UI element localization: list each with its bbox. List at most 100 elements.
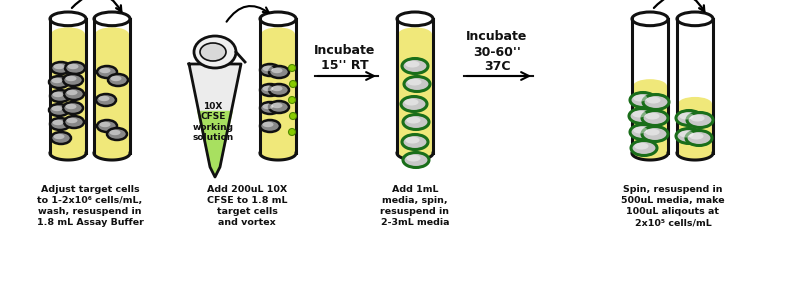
Polygon shape xyxy=(398,153,432,160)
Ellipse shape xyxy=(50,118,70,130)
Ellipse shape xyxy=(634,127,647,133)
Text: Spin, resuspend in
500uL media, make
100uL aliqouts at
2x10⁵ cells/mL: Spin, resuspend in 500uL media, make 100… xyxy=(621,185,725,227)
Ellipse shape xyxy=(397,12,433,26)
Ellipse shape xyxy=(108,74,128,86)
Ellipse shape xyxy=(289,96,295,103)
Ellipse shape xyxy=(404,77,430,92)
Ellipse shape xyxy=(96,94,116,106)
Ellipse shape xyxy=(50,90,70,102)
Ellipse shape xyxy=(403,115,429,130)
Ellipse shape xyxy=(406,61,419,67)
Ellipse shape xyxy=(97,120,117,132)
Ellipse shape xyxy=(51,27,85,41)
Ellipse shape xyxy=(66,90,78,95)
Ellipse shape xyxy=(262,86,274,91)
Ellipse shape xyxy=(51,132,71,144)
Ellipse shape xyxy=(200,43,226,61)
Ellipse shape xyxy=(99,122,110,127)
Ellipse shape xyxy=(678,97,712,111)
Ellipse shape xyxy=(643,95,669,109)
Ellipse shape xyxy=(404,99,418,105)
Bar xyxy=(95,34,129,153)
Ellipse shape xyxy=(632,111,646,118)
Ellipse shape xyxy=(679,131,694,137)
Polygon shape xyxy=(189,64,241,177)
Ellipse shape xyxy=(94,12,130,26)
Ellipse shape xyxy=(271,103,282,108)
Ellipse shape xyxy=(406,117,421,123)
Ellipse shape xyxy=(67,64,78,69)
Ellipse shape xyxy=(63,74,83,86)
Ellipse shape xyxy=(646,97,661,103)
Ellipse shape xyxy=(51,106,62,111)
Text: 10X
CFSE
working
solution: 10X CFSE working solution xyxy=(192,102,234,142)
Ellipse shape xyxy=(690,115,705,122)
Ellipse shape xyxy=(54,64,65,69)
Ellipse shape xyxy=(66,104,77,109)
Polygon shape xyxy=(678,153,712,160)
Ellipse shape xyxy=(53,120,63,125)
Ellipse shape xyxy=(99,68,110,73)
Ellipse shape xyxy=(290,81,297,88)
Ellipse shape xyxy=(110,76,122,81)
Text: Add 1mL
media, spin,
resuspend in
2-3mL media: Add 1mL media, spin, resuspend in 2-3mL … xyxy=(381,185,450,227)
Bar xyxy=(261,34,295,153)
Ellipse shape xyxy=(646,129,659,136)
Ellipse shape xyxy=(66,76,77,81)
Bar xyxy=(633,86,667,153)
Ellipse shape xyxy=(633,79,667,93)
Ellipse shape xyxy=(107,128,127,140)
Ellipse shape xyxy=(629,109,655,123)
Ellipse shape xyxy=(97,66,117,78)
Ellipse shape xyxy=(269,101,289,113)
Ellipse shape xyxy=(630,92,656,108)
Bar xyxy=(398,34,432,153)
Ellipse shape xyxy=(289,64,295,71)
Polygon shape xyxy=(51,153,85,160)
Ellipse shape xyxy=(271,86,282,91)
Ellipse shape xyxy=(406,155,421,161)
Ellipse shape xyxy=(51,78,62,83)
Ellipse shape xyxy=(690,133,703,140)
Ellipse shape xyxy=(271,68,282,73)
Ellipse shape xyxy=(289,129,295,136)
Ellipse shape xyxy=(406,137,419,143)
Ellipse shape xyxy=(262,122,274,127)
Ellipse shape xyxy=(398,27,432,41)
Text: Incubate
15'' RT: Incubate 15'' RT xyxy=(314,44,376,72)
Bar xyxy=(51,34,85,153)
Text: Adjust target cells
to 1-2x10⁶ cells/mL,
wash, resuspend in
1.8 mL Assay Buffer: Adjust target cells to 1-2x10⁶ cells/mL,… xyxy=(37,185,143,227)
Ellipse shape xyxy=(66,118,78,123)
Ellipse shape xyxy=(634,143,649,150)
Ellipse shape xyxy=(269,84,289,96)
Ellipse shape xyxy=(49,76,69,88)
Ellipse shape xyxy=(194,36,236,68)
Ellipse shape xyxy=(64,88,84,100)
Ellipse shape xyxy=(642,110,668,126)
Polygon shape xyxy=(198,112,232,177)
Ellipse shape xyxy=(65,62,85,74)
Ellipse shape xyxy=(632,12,668,26)
Ellipse shape xyxy=(407,79,422,85)
Polygon shape xyxy=(95,153,129,160)
Ellipse shape xyxy=(269,66,289,78)
Ellipse shape xyxy=(51,62,71,74)
Ellipse shape xyxy=(687,112,713,127)
Ellipse shape xyxy=(262,104,274,109)
Bar xyxy=(678,104,712,153)
Ellipse shape xyxy=(646,113,659,119)
Ellipse shape xyxy=(676,110,702,126)
Ellipse shape xyxy=(630,125,656,140)
Ellipse shape xyxy=(261,27,295,41)
Ellipse shape xyxy=(642,126,668,141)
Ellipse shape xyxy=(677,12,713,26)
Ellipse shape xyxy=(631,140,657,156)
Text: Add 200uL 10X
CFSE to 1.8 mL
target cells
and vortex: Add 200uL 10X CFSE to 1.8 mL target cell… xyxy=(206,185,287,227)
Ellipse shape xyxy=(634,95,647,102)
Ellipse shape xyxy=(290,112,297,119)
Ellipse shape xyxy=(260,102,280,114)
Ellipse shape xyxy=(260,84,280,96)
Text: Incubate
30-60''
37C: Incubate 30-60'' 37C xyxy=(466,30,528,74)
Ellipse shape xyxy=(403,153,429,168)
Ellipse shape xyxy=(98,96,110,101)
